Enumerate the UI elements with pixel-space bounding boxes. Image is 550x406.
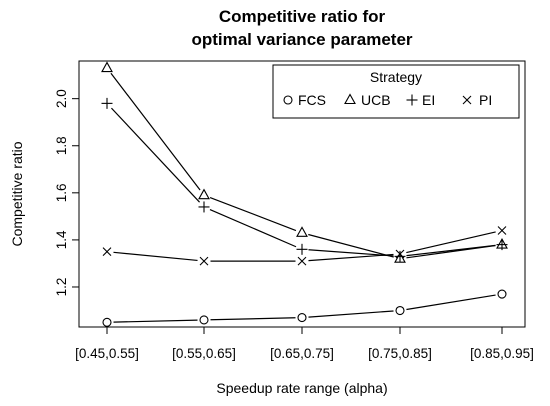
legend-marker-pi-b xyxy=(462,95,472,105)
series-fcs-point-0 xyxy=(102,317,112,327)
legend-label-pi: PI xyxy=(479,92,492,108)
series-fcs-point-0-shape xyxy=(102,317,112,327)
x-tick-label-3: [0.75,0.85] xyxy=(368,346,432,361)
series-fcs-segment-2 xyxy=(308,310,394,318)
series-ucb-point-0 xyxy=(101,61,113,73)
series-ucb-point-1 xyxy=(198,188,210,200)
series-fcs-point-1-shape xyxy=(199,315,209,325)
legend-box xyxy=(272,64,520,119)
series-pi-point-2 xyxy=(297,256,307,266)
x-tick-label-4: [0.85,0.95] xyxy=(470,346,534,361)
series-pi-point-1-b xyxy=(199,256,209,266)
series-fcs-segment-1 xyxy=(210,317,296,321)
series-pi-point-3-b xyxy=(395,249,405,259)
series-ei-point-1 xyxy=(198,201,210,213)
y-tick-label-0: 1.2 xyxy=(54,278,69,297)
series-ei-segment-3 xyxy=(406,244,496,257)
series-ei-point-2 xyxy=(296,243,308,255)
series-fcs xyxy=(102,289,507,327)
series-ei xyxy=(101,97,508,262)
x-tick-label-0: [0.45,0.55] xyxy=(75,346,139,361)
legend-marker-ucb-shape xyxy=(344,93,356,105)
series-ucb-segment-0 xyxy=(110,72,201,191)
series-fcs-point-4 xyxy=(497,289,507,299)
chart-title-line-1: Competitive ratio for xyxy=(219,7,386,26)
series-ucb-point-2-shape xyxy=(296,226,308,237)
series-fcs-segment-0 xyxy=(113,319,198,323)
y-tick-label-1: 1.4 xyxy=(54,230,69,249)
legend: Strategy FCS UCB EI PI xyxy=(272,64,520,119)
series-layer xyxy=(101,61,508,327)
series-ucb-segment-2 xyxy=(308,233,394,258)
series-ucb-point-0-shape xyxy=(101,61,113,73)
series-ei-segment-1 xyxy=(209,208,297,248)
series-fcs-segment-3 xyxy=(406,294,496,311)
series-pi-point-3 xyxy=(395,249,405,259)
series-ei-segment-2 xyxy=(308,249,394,257)
series-pi xyxy=(102,226,507,266)
series-ei-point-3 xyxy=(394,250,406,262)
series-pi-segment-2 xyxy=(308,253,394,262)
series-ucb-point-1-shape xyxy=(198,188,210,200)
x-axis: [0.45,0.55] [0.55,0.65] [0.65,0.75] [0.75,0… xyxy=(75,327,534,361)
legend-marker-pi xyxy=(462,95,472,105)
legend-marker-ucb xyxy=(344,93,356,105)
series-pi-point-1 xyxy=(199,256,209,266)
legend-marker-fcs-shape xyxy=(283,95,293,105)
series-pi-point-0 xyxy=(102,247,112,257)
series-fcs-point-1 xyxy=(199,315,209,325)
series-pi-point-0-b xyxy=(102,247,112,257)
series-fcs-point-4-shape xyxy=(497,289,507,299)
series-pi-point-4 xyxy=(497,226,507,235)
legend-label-ucb: UCB xyxy=(361,92,391,108)
series-fcs-point-3-shape xyxy=(395,305,405,316)
legend-label-ei: EI xyxy=(422,92,435,108)
x-tick-label-1: [0.55,0.65] xyxy=(172,346,236,361)
y-tick-label-4: 2.0 xyxy=(54,89,69,108)
legend-marker-ei xyxy=(406,94,418,106)
series-ucb-point-3 xyxy=(394,252,406,263)
series-ei-point-4 xyxy=(496,239,508,251)
y-tick-label-3: 1.8 xyxy=(54,136,69,155)
y-tick-label-2: 1.6 xyxy=(54,183,69,202)
x-tick-label-2: [0.65,0.75] xyxy=(270,346,334,361)
series-fcs-point-3 xyxy=(395,305,405,316)
series-ei-segment-0 xyxy=(111,107,200,203)
series-fcs-point-2 xyxy=(297,313,307,323)
series-ucb-point-3-shape xyxy=(394,252,406,263)
y-axis: 1.2 1.4 1.6 1.8 2.0 xyxy=(54,89,79,296)
series-ei-point-0 xyxy=(101,97,113,109)
series-pi-point-4-b xyxy=(497,226,507,235)
x-axis-label: Speedup rate range (alpha) xyxy=(216,380,387,396)
y-axis-label: Competitive ratio xyxy=(9,141,25,246)
chart-title-line-2: optimal variance parameter xyxy=(191,30,412,49)
series-fcs-point-2-shape xyxy=(297,313,307,323)
series-pi-point-2-b xyxy=(297,256,307,266)
legend-entries: FCS UCB EI PI xyxy=(283,92,492,108)
series-ucb-segment-1 xyxy=(209,196,297,232)
legend-label-fcs: FCS xyxy=(298,92,326,108)
legend-marker-fcs xyxy=(283,95,293,105)
legend-title: Strategy xyxy=(370,69,422,85)
series-ucb-point-2 xyxy=(296,226,308,237)
series-pi-segment-0 xyxy=(113,251,198,262)
series-pi-segment-3 xyxy=(406,231,496,254)
